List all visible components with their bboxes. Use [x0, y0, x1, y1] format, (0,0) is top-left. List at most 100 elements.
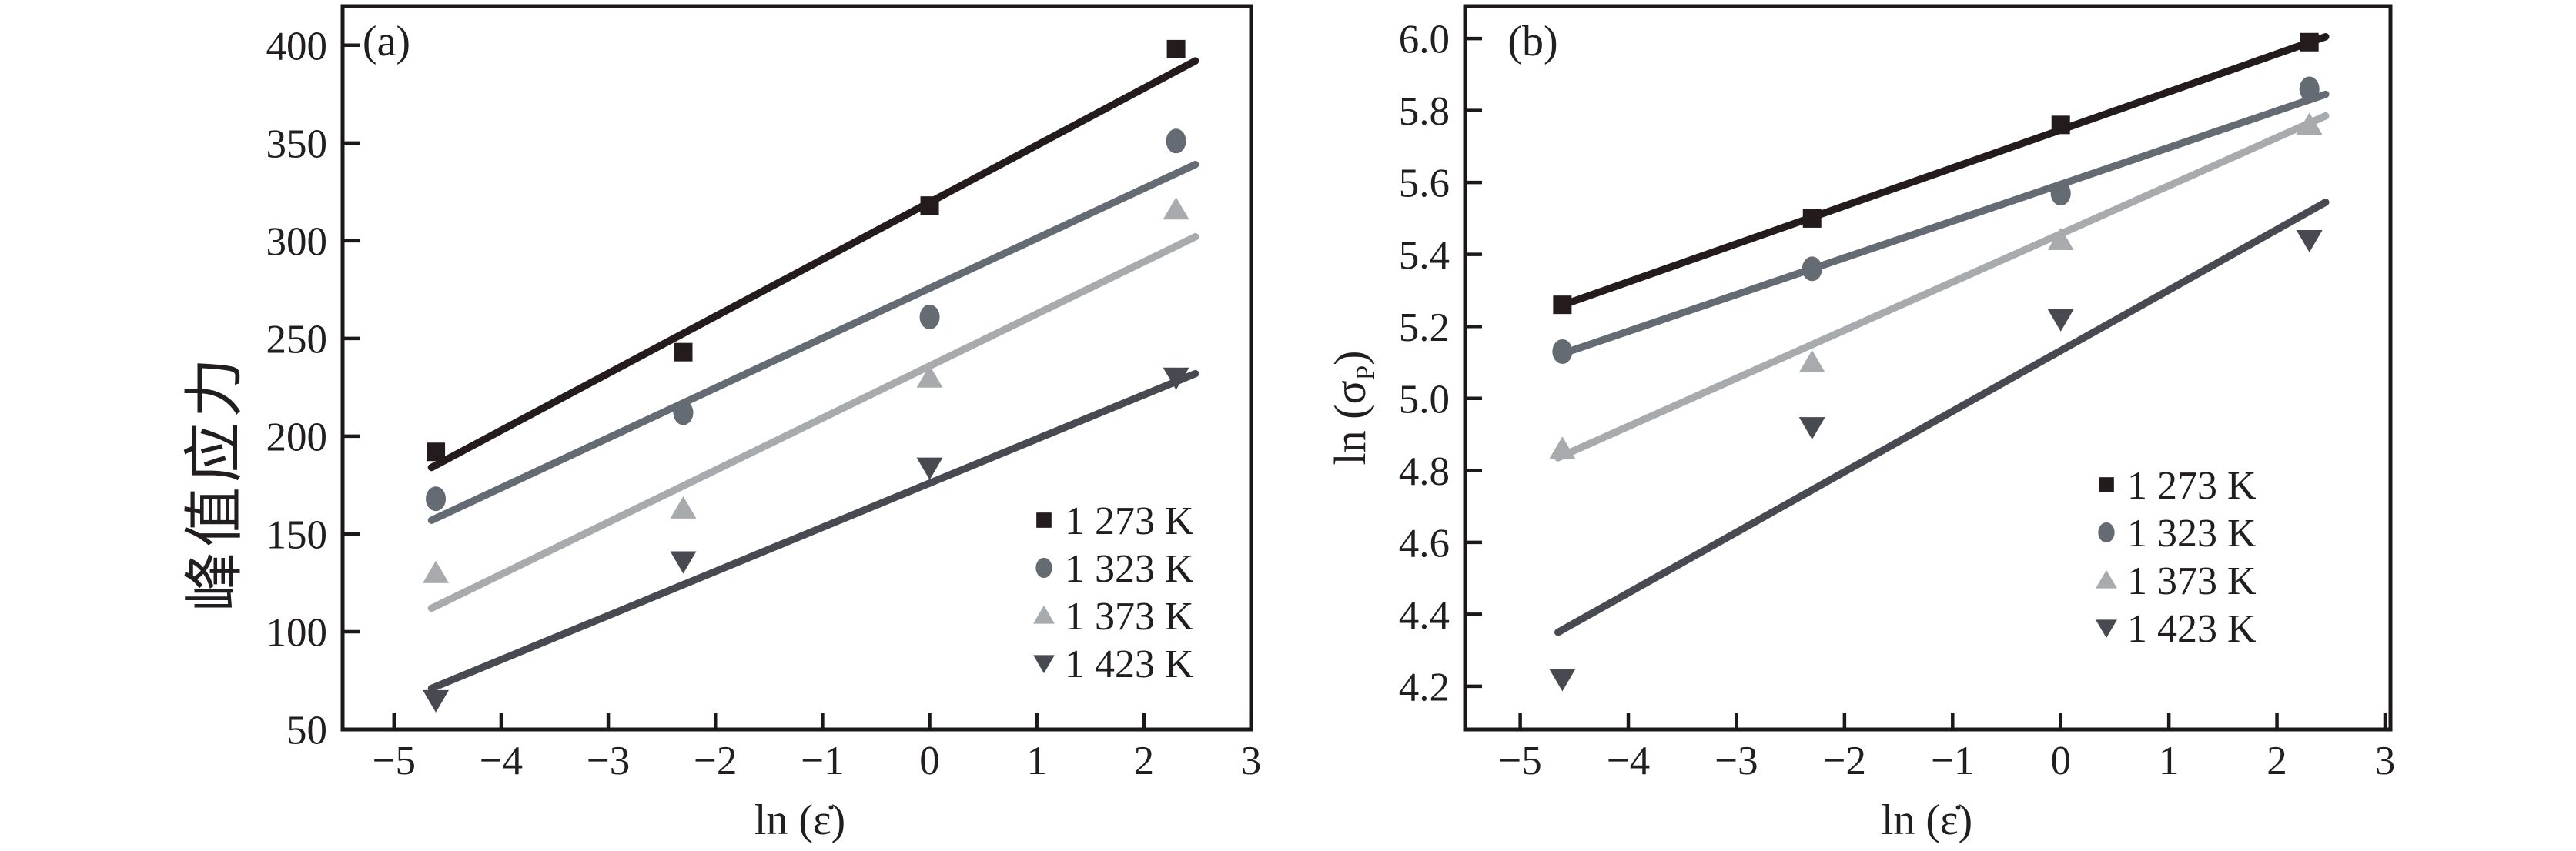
panel-a-plot-frame: [340, 4, 1253, 732]
panel-a-x-tick-label: 0: [919, 739, 940, 783]
panel-b-point-triangle-up-marker: [2296, 112, 2323, 135]
panel-a-fit-line-3: [427, 369, 1199, 692]
panel-b-x-tick-label: 2: [2267, 739, 2287, 783]
panel-b-point-triangle-up-marker: [1798, 349, 1825, 372]
panel-a-point-square-marker: [427, 442, 446, 462]
panel-b-point-triangle-up-marker: [1549, 436, 1576, 459]
panel-a-point-triangle-down-marker: [916, 457, 943, 480]
panel-b-y-axis-label-pre: ln (σ: [1324, 380, 1375, 466]
panel-a-point-triangle-down-marker: [423, 689, 450, 713]
panel-b-letter: (b): [1507, 18, 1558, 65]
panel-a-point-circle-marker: [919, 304, 940, 329]
panel-b-x-tick-label: −3: [1715, 739, 1758, 783]
panel-b-x-tick-label: −5: [1498, 739, 1541, 783]
panel-a-point-triangle-down-marker: [670, 551, 697, 574]
panel-b-point-triangle-down-marker: [2047, 309, 2074, 332]
panel-b-y-tick-label: 4.6: [1399, 521, 1450, 566]
panel-a-x-tick-label: −2: [694, 739, 737, 783]
panel-a-legend-label: 1 373 K: [1065, 595, 1194, 639]
panel-b-y-axis-label-subscript: P: [1350, 365, 1381, 381]
panel-b-x-tick-label: 1: [2159, 739, 2180, 783]
panel-b-y-axis-label: ln (σP): [1324, 351, 1381, 466]
panel-a-y-tick-label: 150: [266, 512, 328, 557]
panel-a-x-tick-label: 1: [1026, 739, 1047, 783]
panel-a-y-tick-label: 50: [286, 709, 327, 753]
panel-a-x-tick-label: 3: [1241, 739, 1262, 783]
panel-a-y-tick-label: 100: [266, 611, 328, 656]
panel-a-point-circle-marker: [1166, 128, 1186, 154]
panel-a-point-triangle-up-marker: [423, 560, 450, 583]
panel-b-legend-square-marker: [2099, 477, 2114, 492]
panel-a-point-circle-marker: [673, 400, 694, 425]
panel-b-legend: 1 273 K1 323 K1 373 K1 423 K: [2096, 464, 2257, 651]
panel-b-point-triangle-down-marker: [1549, 669, 1576, 692]
panel-a-legend-label: 1 423 K: [1065, 642, 1194, 686]
panel-a-y-tick-label: 400: [266, 24, 328, 68]
panel-b-x-axis-label: ln (ε̇): [1881, 796, 1973, 844]
panel-a-x-tick-label: −4: [480, 739, 523, 783]
panel-b-point-circle-marker: [1802, 256, 1822, 282]
panel-a-y-tick-label: 200: [266, 415, 328, 459]
panel-b-point-circle-marker: [2050, 181, 2071, 206]
panel-a-point-square-marker: [674, 342, 693, 362]
panel-a-point-triangle-up-marker: [670, 496, 697, 519]
panel-a-x-tick-label: −1: [801, 739, 844, 783]
panel-b-y-tick-label: 4.4: [1399, 593, 1450, 638]
panel-b-y-tick-label: 5.4: [1399, 233, 1450, 278]
panel-b-point-triangle-down-marker: [1798, 417, 1825, 440]
panel-b-fit-line-0: [1554, 33, 2330, 311]
panel-b-x-tick-label: −2: [1823, 739, 1866, 783]
panel-a-legend-triangle-down-marker: [1033, 655, 1055, 674]
panel-b-fit-line-3: [1554, 199, 2330, 636]
panel-a-fit-line-1: [427, 161, 1199, 524]
panel-a-x-tick-label: −5: [373, 739, 416, 783]
panel-a-point-triangle-up-marker: [916, 365, 943, 388]
panel-b-fit-line-1: [1554, 90, 2330, 359]
panel-b-legend-label: 1 423 K: [2127, 607, 2257, 651]
panel-b: −5 −4 −3 −2 −1 0 1 2 3 4.2 4.4 4.6 4.8 5.0 5.2 5.4 5.6 5.…: [1399, 4, 2396, 783]
panel-a-fit-line-0: [427, 57, 1199, 472]
panel-b-x-tick-label: 3: [2375, 739, 2396, 783]
panel-a-fit-line-2: [427, 233, 1199, 612]
panel-a-point-square-marker: [1166, 39, 1186, 58]
panel-b-y-tick-label: 5.2: [1399, 305, 1450, 350]
panel-b-x-tick-label: −4: [1607, 739, 1650, 783]
panel-b-x-tick-label: 0: [2050, 739, 2071, 783]
panel-b-x-tick-label: −1: [1931, 739, 1974, 783]
panel-b-y-axis-label-post: ): [1324, 350, 1375, 365]
panel-b-legend-label: 1 273 K: [2127, 464, 2257, 508]
panel-a-x-tick-label: 2: [1134, 739, 1155, 783]
panel-b-y-tick-label: 5.8: [1399, 89, 1450, 134]
panel-b-point-square-marker: [2051, 115, 2070, 135]
panel-a-legend-label: 1 323 K: [1065, 547, 1194, 591]
panel-b-y-tick-label: 5.6: [1399, 162, 1450, 206]
panel-b-point-square-marker: [1802, 209, 1822, 228]
panel-b-point-square-marker: [2300, 32, 2319, 52]
panel-b-y-tick-label: 4.2: [1399, 665, 1450, 709]
panel-a-point-circle-marker: [426, 486, 447, 512]
panel-a-point-triangle-down-marker: [1163, 367, 1189, 390]
panel-a-point-triangle-up-marker: [1163, 197, 1189, 220]
panel-b-plot-frame: [1463, 4, 2393, 732]
panel-b-point-circle-marker: [2299, 76, 2320, 102]
panel-a-x-tick-label: −3: [587, 739, 630, 783]
panel-a-legend-triangle-up-marker: [1033, 605, 1055, 624]
panel-a-y-tick-label: 250: [266, 317, 328, 362]
panel-b-point-circle-marker: [1552, 339, 1573, 364]
panel-b-legend-label: 1 373 K: [2127, 559, 2257, 603]
panel-a-x-axis-label: ln (ε̇): [754, 796, 846, 844]
panel-a-point-square-marker: [920, 196, 939, 215]
panel-a-legend-square-marker: [1036, 512, 1052, 528]
panel-a-legend-label: 1 273 K: [1065, 499, 1194, 543]
panel-b-fit-line-2: [1554, 112, 2330, 462]
panel-b-legend-triangle-up-marker: [2096, 569, 2117, 589]
panel-a-legend-circle-marker: [1035, 557, 1052, 579]
panel-b-point-triangle-down-marker: [2296, 229, 2323, 252]
panel-a-y-axis-label: 峰值应力: [181, 352, 248, 612]
panel-a-legend: 1 273 K1 323 K1 373 K1 423 K: [1033, 499, 1194, 686]
panel-b-y-tick-label: 6.0: [1399, 18, 1450, 62]
panel-b-legend-triangle-down-marker: [2096, 619, 2117, 639]
